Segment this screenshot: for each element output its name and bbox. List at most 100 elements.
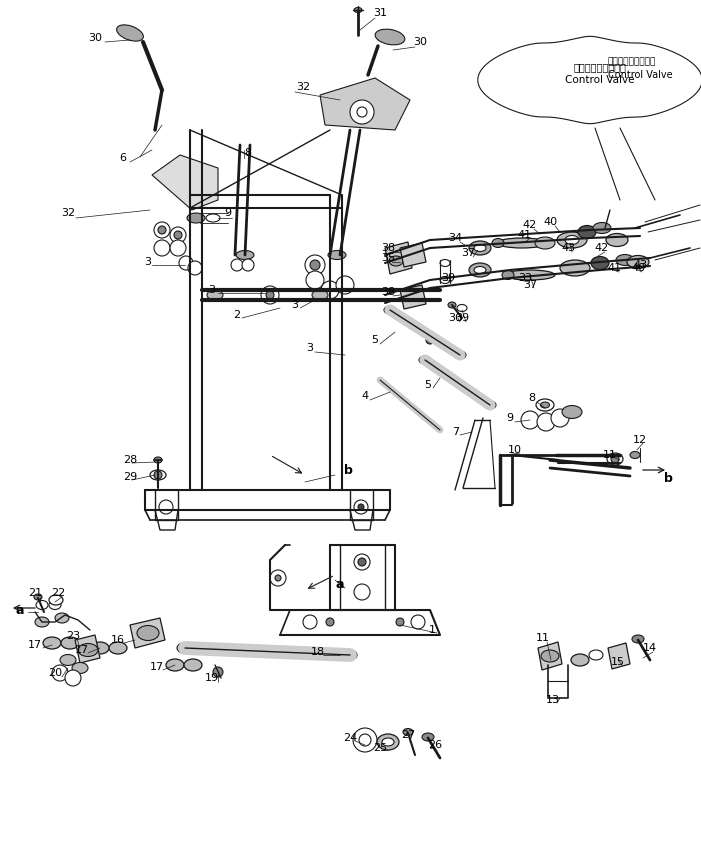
Ellipse shape bbox=[422, 733, 434, 741]
Circle shape bbox=[354, 554, 370, 570]
Polygon shape bbox=[608, 643, 630, 669]
Polygon shape bbox=[130, 618, 165, 648]
Ellipse shape bbox=[72, 662, 88, 674]
Ellipse shape bbox=[78, 643, 98, 656]
Circle shape bbox=[354, 500, 368, 514]
Ellipse shape bbox=[541, 650, 559, 662]
Ellipse shape bbox=[616, 254, 634, 266]
Circle shape bbox=[154, 222, 170, 238]
Circle shape bbox=[270, 570, 286, 586]
Text: 36: 36 bbox=[448, 313, 462, 323]
Text: 24: 24 bbox=[343, 733, 357, 743]
Ellipse shape bbox=[312, 290, 328, 300]
Text: 33: 33 bbox=[518, 273, 532, 283]
Circle shape bbox=[611, 455, 619, 463]
Text: 2: 2 bbox=[233, 310, 240, 320]
Text: 10: 10 bbox=[508, 445, 522, 455]
Circle shape bbox=[303, 615, 317, 629]
Ellipse shape bbox=[61, 637, 79, 649]
Circle shape bbox=[242, 259, 254, 271]
Text: 35: 35 bbox=[381, 253, 395, 263]
Ellipse shape bbox=[375, 30, 405, 45]
Circle shape bbox=[179, 256, 193, 270]
Ellipse shape bbox=[384, 306, 396, 314]
Ellipse shape bbox=[536, 399, 554, 411]
Ellipse shape bbox=[565, 235, 579, 245]
Ellipse shape bbox=[150, 470, 166, 480]
Polygon shape bbox=[152, 155, 218, 210]
Text: 37: 37 bbox=[461, 248, 475, 258]
Ellipse shape bbox=[440, 277, 450, 284]
Ellipse shape bbox=[354, 8, 362, 12]
Text: 13: 13 bbox=[546, 695, 560, 705]
Text: 41: 41 bbox=[518, 230, 532, 240]
Text: 28: 28 bbox=[123, 455, 137, 465]
Text: 29: 29 bbox=[123, 472, 137, 482]
Text: 9: 9 bbox=[224, 208, 231, 218]
Ellipse shape bbox=[505, 270, 555, 280]
Circle shape bbox=[170, 227, 186, 243]
Circle shape bbox=[158, 226, 166, 234]
Ellipse shape bbox=[454, 351, 466, 359]
Ellipse shape bbox=[49, 601, 61, 609]
Circle shape bbox=[188, 261, 202, 275]
Circle shape bbox=[336, 276, 354, 294]
Text: 1: 1 bbox=[428, 625, 435, 635]
Ellipse shape bbox=[607, 453, 623, 465]
Ellipse shape bbox=[328, 251, 346, 260]
Ellipse shape bbox=[184, 659, 202, 671]
Ellipse shape bbox=[560, 260, 590, 276]
Circle shape bbox=[358, 504, 364, 510]
Text: 26: 26 bbox=[428, 740, 442, 750]
Circle shape bbox=[354, 584, 370, 600]
Text: 15: 15 bbox=[611, 657, 625, 667]
Circle shape bbox=[159, 500, 173, 514]
Ellipse shape bbox=[606, 233, 628, 247]
Ellipse shape bbox=[535, 237, 555, 249]
Circle shape bbox=[358, 558, 366, 566]
Circle shape bbox=[305, 255, 325, 275]
Circle shape bbox=[154, 240, 170, 256]
Ellipse shape bbox=[630, 451, 640, 458]
Text: 17: 17 bbox=[28, 640, 42, 650]
Ellipse shape bbox=[469, 263, 491, 277]
Ellipse shape bbox=[474, 245, 486, 252]
Circle shape bbox=[321, 281, 339, 299]
Polygon shape bbox=[538, 642, 562, 670]
Text: 37: 37 bbox=[523, 280, 537, 290]
Text: 8: 8 bbox=[529, 393, 536, 403]
Ellipse shape bbox=[207, 290, 223, 300]
Polygon shape bbox=[400, 243, 426, 267]
Text: コントロールバルブ: コントロールバルブ bbox=[573, 62, 627, 72]
Text: 3: 3 bbox=[292, 300, 299, 310]
Text: 30: 30 bbox=[88, 33, 102, 43]
Text: 25: 25 bbox=[373, 743, 387, 753]
Ellipse shape bbox=[627, 255, 649, 268]
Circle shape bbox=[306, 271, 324, 289]
Ellipse shape bbox=[43, 637, 61, 649]
Circle shape bbox=[275, 575, 281, 581]
Circle shape bbox=[396, 618, 404, 626]
Ellipse shape bbox=[440, 260, 450, 266]
Text: 30: 30 bbox=[413, 37, 427, 47]
Text: 5: 5 bbox=[372, 335, 379, 345]
Text: 8: 8 bbox=[245, 148, 252, 158]
Ellipse shape bbox=[484, 401, 496, 409]
Text: b: b bbox=[664, 471, 672, 484]
Ellipse shape bbox=[55, 613, 69, 623]
Circle shape bbox=[411, 615, 425, 629]
Text: 6: 6 bbox=[119, 153, 126, 163]
Text: Control Valve: Control Valve bbox=[608, 70, 673, 80]
Ellipse shape bbox=[419, 356, 431, 364]
Circle shape bbox=[52, 665, 68, 681]
Ellipse shape bbox=[206, 214, 220, 222]
Text: 11: 11 bbox=[536, 633, 550, 643]
Text: 32: 32 bbox=[296, 82, 310, 92]
Text: 17: 17 bbox=[75, 645, 89, 655]
Text: 43: 43 bbox=[561, 243, 575, 253]
Ellipse shape bbox=[343, 650, 357, 660]
Text: 27: 27 bbox=[401, 730, 415, 740]
Ellipse shape bbox=[34, 594, 42, 600]
Text: b: b bbox=[343, 464, 353, 477]
Ellipse shape bbox=[593, 222, 611, 233]
